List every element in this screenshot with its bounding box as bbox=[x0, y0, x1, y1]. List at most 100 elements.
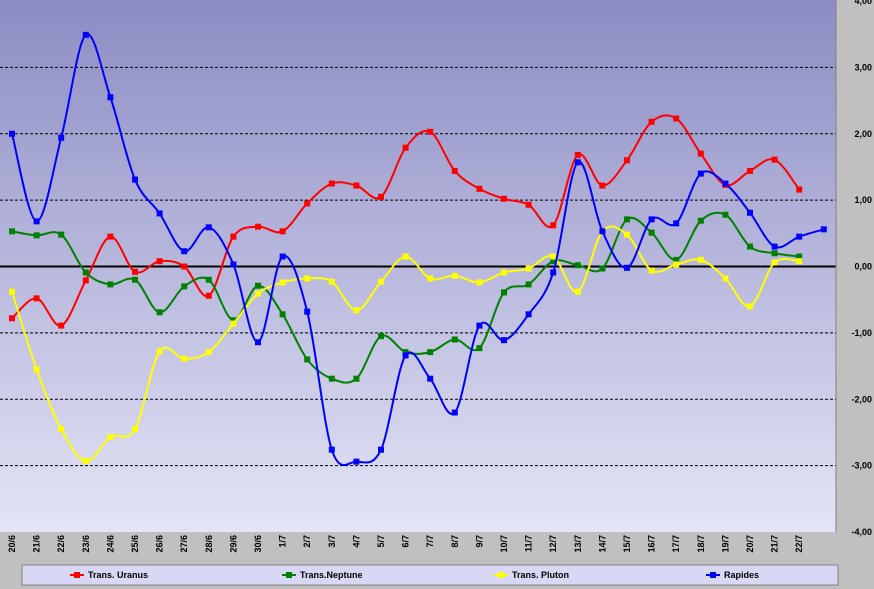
point-marker bbox=[501, 195, 507, 202]
point-marker bbox=[624, 157, 630, 164]
legend-label: Trans.Neptune bbox=[300, 570, 363, 580]
legend-marker bbox=[286, 572, 292, 578]
point-marker bbox=[796, 186, 803, 193]
point-marker bbox=[451, 336, 458, 343]
point-marker bbox=[402, 253, 409, 260]
point-marker bbox=[747, 167, 753, 174]
point-marker bbox=[476, 185, 483, 192]
point-marker bbox=[230, 320, 237, 327]
point-marker bbox=[181, 283, 188, 290]
x-tick-label: 21/7 bbox=[770, 535, 780, 553]
x-tick-label: 20/7 bbox=[745, 535, 755, 553]
point-marker bbox=[796, 233, 803, 240]
point-marker bbox=[820, 226, 827, 233]
point-marker bbox=[107, 94, 114, 101]
point-marker bbox=[624, 264, 630, 271]
point-marker bbox=[353, 375, 360, 382]
point-marker bbox=[574, 262, 581, 269]
y-tick-label: 0,00 bbox=[854, 262, 872, 272]
point-marker bbox=[771, 243, 778, 250]
point-marker bbox=[279, 279, 286, 286]
point-marker bbox=[599, 182, 606, 189]
x-tick-label: 29/6 bbox=[228, 535, 238, 553]
point-marker bbox=[255, 282, 261, 289]
x-tick-label: 27/6 bbox=[179, 535, 189, 553]
point-marker bbox=[328, 278, 335, 285]
point-marker bbox=[328, 180, 335, 187]
point-marker bbox=[156, 348, 163, 355]
point-marker bbox=[255, 290, 261, 297]
point-marker bbox=[205, 224, 212, 231]
point-marker bbox=[156, 309, 163, 316]
point-marker bbox=[697, 217, 704, 224]
point-marker bbox=[279, 253, 286, 260]
point-marker bbox=[525, 311, 532, 318]
x-tick-label: 3/7 bbox=[327, 535, 337, 548]
point-marker bbox=[82, 457, 89, 464]
point-marker bbox=[9, 228, 15, 235]
point-marker bbox=[181, 355, 188, 362]
point-marker bbox=[378, 446, 384, 453]
point-marker bbox=[574, 151, 581, 158]
point-marker bbox=[378, 333, 384, 340]
point-marker bbox=[304, 200, 311, 207]
point-marker bbox=[501, 289, 507, 296]
point-marker bbox=[58, 134, 65, 141]
point-marker bbox=[402, 144, 409, 151]
point-marker bbox=[132, 426, 138, 433]
x-tick-label: 21/6 bbox=[32, 535, 42, 553]
point-marker bbox=[353, 307, 360, 314]
point-marker bbox=[107, 281, 114, 288]
legend-label: Trans. Uranus bbox=[88, 570, 148, 580]
point-marker bbox=[328, 446, 335, 453]
x-tick-label: 30/6 bbox=[253, 535, 263, 553]
point-marker bbox=[722, 211, 729, 218]
point-marker bbox=[427, 349, 434, 356]
x-tick-label: 15/7 bbox=[622, 535, 632, 553]
point-marker bbox=[624, 231, 630, 238]
point-marker bbox=[747, 209, 753, 216]
y-tick-label: 3,00 bbox=[854, 62, 872, 72]
point-marker bbox=[132, 176, 138, 183]
x-tick-label: 13/7 bbox=[573, 535, 583, 553]
point-marker bbox=[304, 308, 311, 315]
point-marker bbox=[697, 256, 704, 263]
point-marker bbox=[378, 193, 384, 200]
point-marker bbox=[451, 272, 458, 279]
x-tick-label: 22/6 bbox=[56, 535, 66, 553]
x-tick-label: 24/6 bbox=[105, 535, 115, 553]
point-marker bbox=[230, 261, 237, 268]
x-tick-label: 7/7 bbox=[425, 535, 435, 548]
point-marker bbox=[550, 222, 557, 229]
y-tick-label: -1,00 bbox=[851, 328, 872, 338]
point-marker bbox=[599, 228, 606, 235]
point-marker bbox=[33, 218, 40, 225]
x-tick-label: 9/7 bbox=[474, 535, 484, 548]
point-marker bbox=[33, 366, 40, 373]
point-marker bbox=[574, 159, 581, 166]
point-marker bbox=[476, 279, 483, 286]
point-marker bbox=[722, 275, 729, 282]
point-marker bbox=[82, 31, 89, 38]
point-marker bbox=[58, 322, 65, 329]
y-tick-label: -2,00 bbox=[851, 394, 872, 404]
point-marker bbox=[9, 288, 15, 295]
point-marker bbox=[697, 150, 704, 157]
point-marker bbox=[501, 269, 507, 276]
point-marker bbox=[722, 180, 729, 187]
legend-label: Rapides bbox=[724, 570, 759, 580]
x-tick-label: 20/6 bbox=[7, 535, 17, 553]
x-tick-label: 4/7 bbox=[351, 535, 361, 548]
legend-marker bbox=[710, 572, 716, 578]
point-marker bbox=[747, 303, 753, 310]
point-marker bbox=[107, 434, 114, 441]
point-marker bbox=[378, 278, 384, 285]
point-marker bbox=[181, 248, 188, 255]
point-marker bbox=[205, 276, 212, 283]
point-marker bbox=[476, 322, 483, 329]
point-marker bbox=[648, 229, 655, 236]
point-marker bbox=[9, 130, 15, 137]
point-marker bbox=[58, 231, 65, 238]
y-tick-label: 4,00 bbox=[854, 0, 872, 6]
